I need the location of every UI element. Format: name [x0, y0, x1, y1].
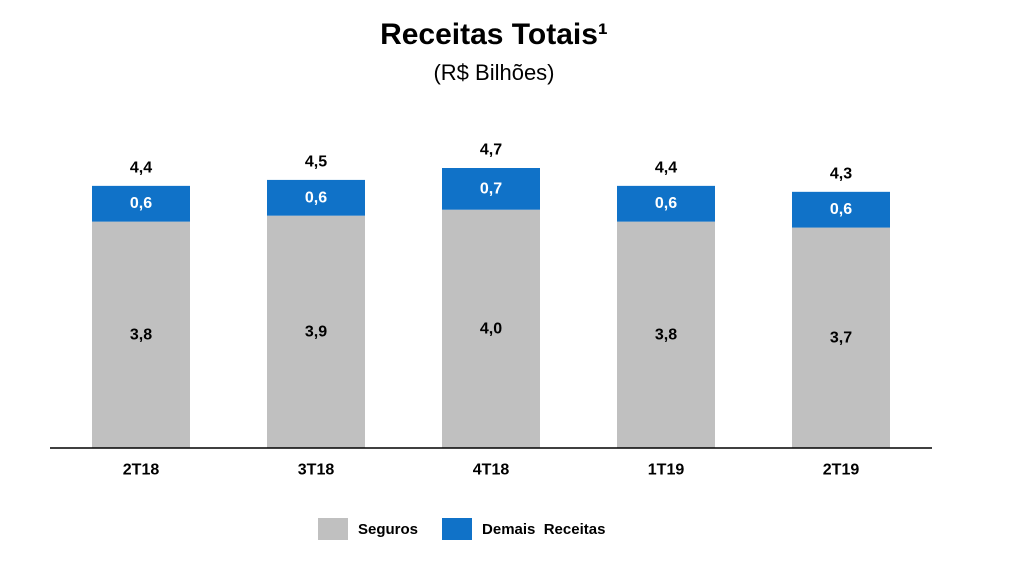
- label-seguros-3T18: 3,9: [305, 323, 327, 340]
- chart-subtitle: (R$ Bilhões): [433, 60, 555, 85]
- bar-demais-2T19: [792, 191, 890, 228]
- label-seguros-2T19: 3,7: [830, 329, 852, 346]
- legend-label-seguros: Seguros: [358, 520, 419, 538]
- x-tick-2T18: 2T18: [123, 462, 160, 479]
- legend-swatch-demais-receitas: [442, 518, 473, 540]
- x-tick-4T18: 4T18: [473, 462, 510, 479]
- label-total-3T18: 4,5: [305, 153, 327, 170]
- label-seguros-4T18: 4,0: [480, 320, 502, 337]
- label-demais-3T18: 0,6: [305, 189, 327, 206]
- bar-seguros-2T19: [792, 227, 890, 448]
- label-total-1T19: 4,4: [655, 159, 677, 176]
- label-demais-2T18: 0,6: [130, 195, 152, 212]
- bar-seguros-3T18: [267, 215, 365, 448]
- label-seguros-1T19: 3,8: [655, 326, 677, 343]
- stacked-bar-chart: 3,8 0,6 4,4 2T18 3,9 0,6 4,5 3T18 4,0 0,7 4,7 4T18 3…: [50, 142, 932, 479]
- legend-swatch-seguros: [318, 518, 348, 540]
- label-total-4T18: 4,7: [480, 142, 502, 159]
- label-total-2T18: 4,4: [130, 159, 152, 176]
- label-demais-4T18: 0,7: [480, 180, 502, 197]
- chart-title: Receitas Totais¹: [380, 18, 608, 51]
- label-demais-2T19: 0,6: [830, 201, 852, 218]
- x-tick-3T18: 3T18: [298, 462, 335, 479]
- bar-demais-2T18: [92, 185, 190, 222]
- bar-demais-3T18: [267, 179, 365, 216]
- bar-seguros-1T19: [617, 221, 715, 448]
- legend-label-demais-receitas: Demais Receitas: [482, 520, 606, 538]
- bar-seguros-4T18: [442, 209, 540, 448]
- bar-demais-4T18: [442, 168, 540, 210]
- label-seguros-2T18: 3,8: [130, 326, 152, 343]
- legend-item-seguros: Seguros: [318, 518, 418, 540]
- legend: Seguros Demais Receitas: [318, 518, 629, 540]
- bar-demais-1T19: [617, 185, 715, 222]
- x-tick-2T19: 2T19: [823, 462, 860, 479]
- x-tick-1T19: 1T19: [648, 462, 685, 479]
- legend-item-demais-receitas: Demais Receitas: [442, 518, 605, 540]
- label-total-2T19: 4,3: [830, 165, 852, 182]
- label-demais-1T19: 0,6: [655, 195, 677, 212]
- bar-seguros-2T18: [92, 221, 190, 448]
